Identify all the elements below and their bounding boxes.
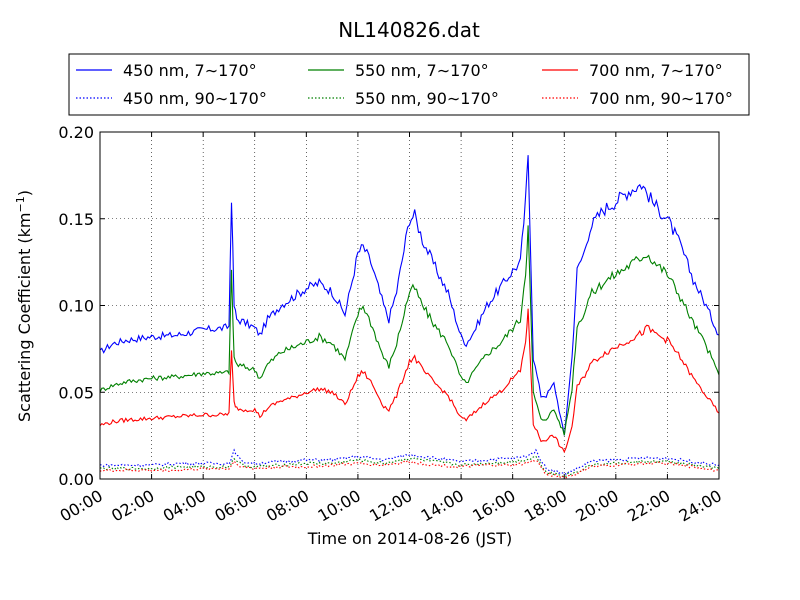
series-line-5 xyxy=(99,455,720,477)
y-tick-label: 0.10 xyxy=(58,297,94,316)
x-tick-label: 12:00 xyxy=(366,486,415,526)
legend: 450 nm, 7∼170° 550 nm, 7∼170° 700 nm, 7∼17… xyxy=(68,53,750,116)
x-tick-label: 24:00 xyxy=(676,486,725,526)
y-tick-label: 0.00 xyxy=(58,470,94,489)
x-tick-label: 04:00 xyxy=(160,486,209,526)
y-axis-label-main: Scattering Coefficient (km xyxy=(15,212,34,422)
x-tick-label: 00:00 xyxy=(57,486,106,526)
x-tick-label: 20:00 xyxy=(572,486,621,526)
axis-ticks: 00:00 02:00 04:00 06:00 08:00 10:00 12:00 14:00… xyxy=(57,123,725,526)
legend-label-3: 700 nm, 7∼170° xyxy=(589,61,723,80)
y-tick-label: 0.15 xyxy=(58,210,94,229)
y-tick-label: 0.20 xyxy=(58,123,94,142)
x-tick-label: 16:00 xyxy=(469,486,518,526)
series-line-3 xyxy=(99,308,720,454)
legend-frame xyxy=(68,53,750,116)
legend-label-6: 700 nm, 90∼170° xyxy=(589,89,733,108)
y-axis-label-superscript: −1 xyxy=(14,196,27,212)
y-tick-label: 0.05 xyxy=(58,383,94,402)
series-line-2 xyxy=(99,225,720,436)
x-tick-label: 22:00 xyxy=(624,486,673,526)
x-tick-label: 14:00 xyxy=(418,486,467,526)
x-tick-label: 10:00 xyxy=(314,486,363,526)
x-tick-label: 02:00 xyxy=(108,486,157,526)
series-line-1 xyxy=(99,155,720,436)
x-tick-label: 18:00 xyxy=(521,486,570,526)
legend-label-5: 550 nm, 90∼170° xyxy=(355,89,499,108)
x-tick-label: 08:00 xyxy=(263,486,312,526)
chart-title: NL140826.dat xyxy=(338,18,480,42)
y-axis-label: Scattering Coefficient (km−1) xyxy=(14,190,34,422)
x-tick-label: 06:00 xyxy=(211,486,260,526)
series-layer xyxy=(99,155,720,479)
series-line-6 xyxy=(99,459,720,479)
legend-label-1: 450 nm, 7∼170° xyxy=(123,61,257,80)
grid xyxy=(100,132,719,479)
legend-label-4: 450 nm, 90∼170° xyxy=(123,89,267,108)
legend-label-2: 550 nm, 7∼170° xyxy=(355,61,489,80)
x-axis-label: Time on 2014-08-26 (JST) xyxy=(307,529,512,548)
y-axis-label-close: ) xyxy=(15,190,34,196)
